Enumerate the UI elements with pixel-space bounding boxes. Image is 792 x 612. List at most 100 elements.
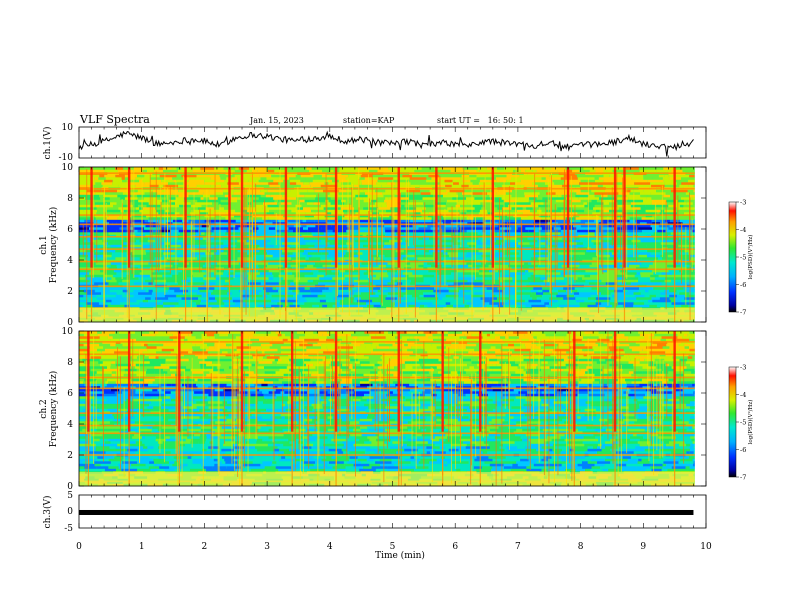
spectrogram-cell: [527, 262, 532, 265]
spectrogram-cell: [144, 167, 159, 170]
spectrogram-cell: [558, 252, 574, 255]
spectrogram-cell: [448, 209, 453, 213]
spectrogram-cell: [401, 192, 413, 195]
sferic-line: [183, 175, 184, 295]
spectrogram-cell: [172, 232, 181, 235]
spectrogram-cell: [626, 254, 635, 258]
spectrogram-cell: [234, 169, 247, 173]
spectrogram-cell: [537, 264, 546, 268]
spectrogram-cell: [451, 257, 464, 260]
spectrogram-cell: [426, 297, 439, 300]
spectrogram-cell: [390, 207, 400, 210]
spectrogram-cell: [268, 217, 277, 220]
spectrogram-cell: [140, 222, 152, 225]
spectrogram-cell: [247, 209, 256, 213]
spectrogram-cell: [174, 204, 180, 208]
spectrogram-cell: [275, 466, 292, 469]
spectrogram-cell: [506, 244, 521, 248]
spectrogram-cell: [662, 257, 668, 260]
spectrogram-cell: [195, 244, 210, 248]
spectrogram-cell: [135, 234, 146, 238]
spectrogram-cell: [511, 292, 517, 295]
ch1-spec-ylabel-channel: ch.1: [39, 235, 49, 254]
spectrogram-cell: [346, 189, 352, 193]
spectrogram-cell: [164, 234, 178, 238]
narrowband-line: [79, 172, 695, 174]
spectrogram-cell: [257, 169, 268, 173]
spectrogram-cell: [172, 222, 183, 225]
spectrogram-cell: [649, 294, 656, 298]
spectrogram-cell: [549, 302, 564, 305]
spectrogram-cell: [423, 299, 433, 303]
spectrogram-cell: [280, 254, 296, 258]
spectrogram-cell: [79, 207, 84, 210]
spectrogram-cell: [442, 214, 452, 218]
spectrogram-cell: [677, 192, 686, 195]
sferic-line: [376, 187, 378, 266]
spectrogram-cell: [303, 182, 310, 185]
spectrogram-cell: [170, 257, 187, 260]
spectrogram-cell: [468, 184, 479, 188]
spectrogram-cell: [112, 179, 123, 183]
narrowband-line: [79, 268, 695, 271]
spectrogram-cell: [492, 274, 503, 278]
spectrogram-cell: [654, 277, 666, 280]
spectrogram-cell: [669, 224, 673, 228]
spectrogram-cell: [406, 189, 421, 193]
spectrogram-cell: [440, 299, 453, 303]
sferic-line: [275, 213, 277, 246]
spectrogram-cell: [233, 269, 246, 273]
spectrogram-cell: [148, 282, 153, 285]
spectrogram-cell: [96, 466, 109, 469]
spectrogram-cell: [265, 194, 271, 198]
spectrogram-cell: [117, 217, 131, 220]
spectrogram-cell: [190, 468, 206, 472]
spectrogram-cell: [91, 184, 103, 188]
spectrogram-cell: [270, 194, 283, 198]
spectrogram-cell: [292, 217, 309, 220]
spectrogram-cell: [184, 242, 192, 245]
spectrogram-cell: [102, 237, 115, 240]
spectrogram-cell: [477, 167, 487, 170]
spectrogram-cell: [418, 274, 423, 278]
spectrogram-cell: [539, 232, 546, 235]
spectrogram-cell: [197, 199, 213, 203]
spectrogram-cell: [509, 209, 517, 213]
spectrogram-cell: [423, 202, 436, 205]
spectrogram-cell: [352, 192, 360, 195]
spectrogram-cell: [422, 219, 432, 223]
spectrogram-cell: [245, 212, 253, 215]
spectrogram-cell: [274, 199, 279, 203]
spectrogram-cell: [173, 179, 177, 183]
spectrogram-cell: [501, 468, 511, 472]
spectrogram-cell: [323, 274, 332, 278]
spectrogram-cell: [453, 463, 459, 467]
spectrogram-cell: [601, 269, 607, 273]
spectrogram-cell: [414, 244, 420, 248]
spectrogram-cell: [251, 219, 264, 223]
spectrogram-cell: [198, 189, 210, 193]
spectrogram-cell: [359, 257, 374, 260]
spectrogram-cell: [402, 272, 408, 275]
spectrogram-cell: [555, 219, 560, 223]
spectrogram-cell: [277, 202, 281, 205]
spectrogram-cell: [505, 232, 523, 235]
spectrogram-cell: [268, 269, 280, 273]
spectrogram-cell: [339, 167, 351, 170]
spectrogram-cell: [154, 272, 172, 275]
spectrogram-cell: [430, 227, 440, 230]
spectrogram-cell: [267, 189, 285, 193]
spectrogram-cell: [419, 304, 425, 308]
spectrogram-cell: [453, 227, 459, 230]
spectrogram-cell: [491, 267, 502, 270]
spectrogram-cell: [246, 239, 263, 243]
spectrogram-cell: [486, 239, 491, 243]
spectrogram-cell: [380, 267, 386, 270]
spectrogram-cell: [575, 468, 585, 472]
spectrogram-cell: [165, 232, 173, 235]
spectrogram-cell: [294, 277, 310, 280]
spectrogram-cell: [88, 254, 104, 258]
spectrogram-cell: [182, 458, 193, 462]
spectrogram-cell: [302, 252, 308, 255]
spectrogram-cell: [138, 267, 151, 270]
